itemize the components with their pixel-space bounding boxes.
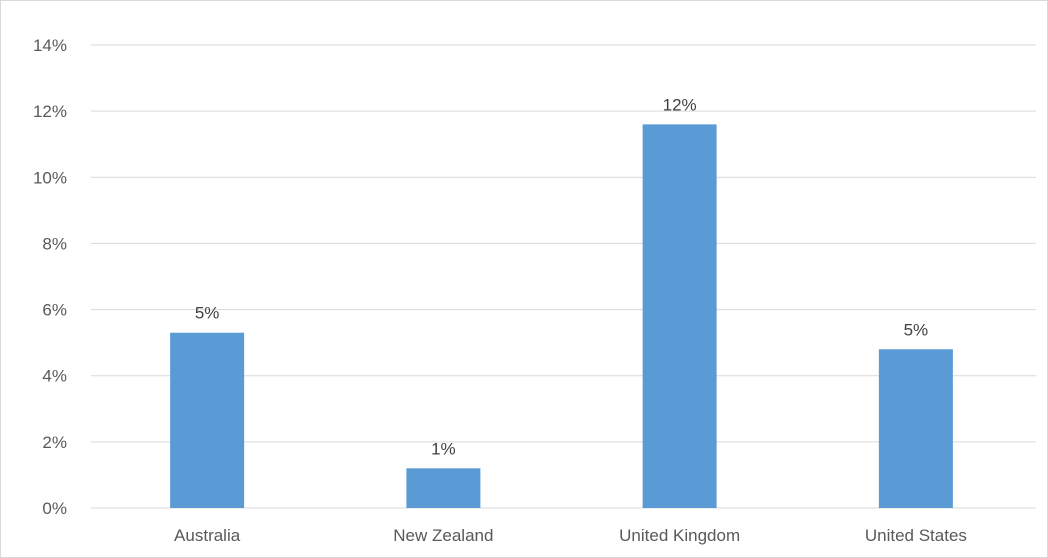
gridlines bbox=[91, 44, 1036, 509]
bar-australia bbox=[170, 332, 245, 508]
bar-united-states bbox=[878, 349, 953, 508]
data-label: 1% bbox=[431, 439, 456, 458]
y-axis-tick-labels: 0% 2% 4% 6% 8% 10% 12% 14% bbox=[33, 36, 67, 518]
y-tick-label: 0% bbox=[42, 499, 67, 518]
y-tick-label: 10% bbox=[33, 168, 67, 187]
x-axis-category-labels: Australia New Zealand United Kingdom United… bbox=[174, 526, 967, 545]
data-labels: 5% 1% 12% 5% bbox=[195, 95, 928, 458]
bars bbox=[170, 124, 953, 508]
y-tick-label: 6% bbox=[42, 301, 67, 320]
data-label: 5% bbox=[195, 304, 220, 323]
x-category-label: Australia bbox=[174, 526, 241, 545]
data-label: 5% bbox=[904, 320, 929, 339]
bar-united-kingdom bbox=[642, 124, 717, 508]
y-tick-label: 8% bbox=[42, 234, 67, 253]
y-tick-label: 14% bbox=[33, 36, 67, 55]
x-category-label: United States bbox=[865, 526, 967, 545]
x-category-label: New Zealand bbox=[393, 526, 493, 545]
y-tick-label: 4% bbox=[42, 367, 67, 386]
y-tick-label: 2% bbox=[42, 433, 67, 452]
bar-new-zealand bbox=[406, 468, 481, 508]
x-category-label: United Kingdom bbox=[619, 526, 740, 545]
y-tick-label: 12% bbox=[33, 102, 67, 121]
data-label: 12% bbox=[663, 95, 697, 114]
